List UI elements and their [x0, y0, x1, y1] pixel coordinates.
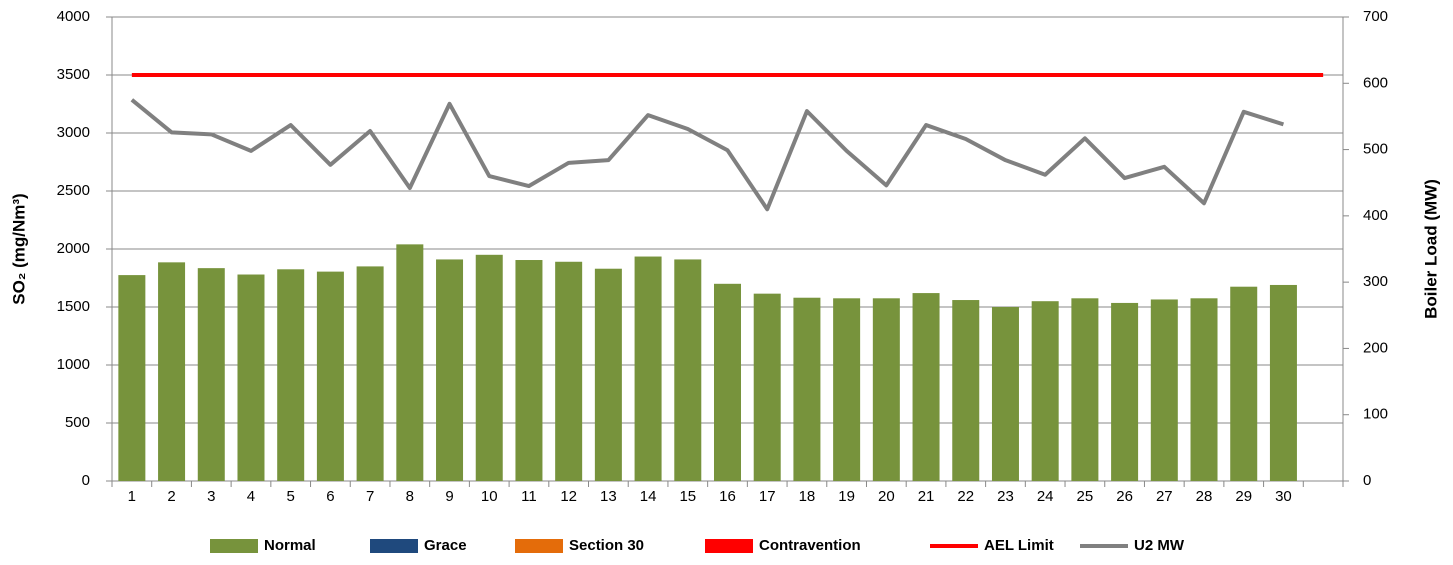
x-tick-label: 11 — [521, 488, 537, 505]
legend-swatch — [370, 539, 418, 553]
legend-label: Section 30 — [569, 537, 644, 554]
bar — [515, 260, 543, 481]
bar — [674, 259, 702, 481]
y2-tick-label: 100 — [1363, 406, 1388, 423]
bar — [952, 300, 980, 481]
y-tick-label: 2000 — [57, 240, 90, 257]
x-tick-label: 1 — [128, 488, 136, 505]
bar — [316, 271, 344, 481]
legend-label: U2 MW — [1134, 537, 1185, 554]
legend-label: Grace — [424, 537, 467, 554]
y2-tick-label: 700 — [1363, 8, 1388, 25]
bar — [1230, 286, 1258, 481]
y-tick-label: 3000 — [57, 124, 90, 141]
legend-swatch — [515, 539, 563, 553]
bar — [1071, 298, 1099, 481]
x-tick-label: 27 — [1156, 488, 1173, 505]
line — [130, 98, 1285, 212]
bar — [793, 297, 821, 481]
y-tick-label: 4000 — [57, 8, 90, 25]
bar — [1269, 284, 1297, 481]
y2-axis-title: Boiler Load (MW) — [1421, 179, 1440, 319]
bar — [912, 293, 940, 481]
x-tick-label: 26 — [1116, 488, 1133, 505]
x-tick-label: 17 — [759, 488, 776, 505]
bar — [753, 293, 781, 481]
bar — [1031, 301, 1059, 481]
x-tick-label: 18 — [799, 488, 816, 505]
x-tick-label: 14 — [640, 488, 657, 505]
y2-tick-label: 200 — [1363, 339, 1388, 356]
y2-tick-label: 300 — [1363, 273, 1388, 290]
bar — [356, 266, 384, 481]
bar — [436, 259, 464, 481]
bar — [158, 262, 186, 481]
bar — [991, 307, 1019, 481]
bar — [713, 283, 742, 481]
legend-label: Contravention — [759, 537, 861, 554]
x-tick-label: 2 — [167, 488, 175, 505]
y2-tick-label: 500 — [1363, 141, 1388, 158]
x-tick-label: 23 — [997, 488, 1014, 505]
x-tick-label: 24 — [1037, 488, 1054, 505]
y-tick-label: 0 — [82, 472, 90, 489]
x-tick-label: 30 — [1275, 488, 1292, 505]
x-tick-label: 29 — [1235, 488, 1252, 505]
x-tick-label: 7 — [366, 488, 374, 505]
x-tick-label: 13 — [600, 488, 617, 505]
bar — [1150, 299, 1178, 481]
bar — [1190, 298, 1218, 481]
x-tick-label: 8 — [406, 488, 414, 505]
bar — [396, 244, 424, 481]
y-tick-label: 2500 — [57, 182, 90, 199]
x-tick-label: 21 — [918, 488, 935, 505]
legend-label: Normal — [264, 537, 316, 554]
legend-label: AEL Limit — [984, 537, 1054, 554]
x-tick-label: 19 — [838, 488, 855, 505]
x-tick-label: 9 — [445, 488, 453, 505]
bar — [277, 269, 305, 481]
y-tick-label: 500 — [65, 414, 90, 431]
legend-swatch — [210, 539, 258, 553]
bar — [833, 298, 861, 481]
y-tick-label: 1000 — [57, 356, 90, 373]
bar — [555, 261, 583, 481]
x-tick-label: 20 — [878, 488, 895, 505]
legend-swatch — [705, 539, 753, 553]
y-axis-title: SO₂ (mg/Nm³) — [9, 193, 28, 304]
x-tick-label: 6 — [326, 488, 334, 505]
x-tick-label: 16 — [719, 488, 736, 505]
x-tick-label: 22 — [957, 488, 974, 505]
bar — [118, 275, 146, 481]
x-tick-label: 3 — [207, 488, 215, 505]
bar — [1111, 302, 1139, 481]
bar — [594, 268, 622, 481]
y2-tick-label: 0 — [1363, 472, 1371, 489]
bar — [475, 254, 503, 481]
x-tick-label: 5 — [287, 488, 295, 505]
bar — [197, 268, 225, 481]
y-tick-label: 1500 — [57, 298, 90, 315]
bar — [872, 298, 900, 481]
bar — [634, 256, 662, 481]
y2-tick-label: 600 — [1363, 74, 1388, 91]
x-tick-label: 12 — [560, 488, 577, 505]
bar — [237, 274, 265, 481]
x-tick-label: 28 — [1196, 488, 1213, 505]
x-tick-label: 15 — [679, 488, 696, 505]
y2-tick-label: 400 — [1363, 207, 1388, 224]
x-tick-label: 25 — [1077, 488, 1094, 505]
y-tick-label: 3500 — [57, 66, 90, 83]
x-tick-label: 4 — [247, 488, 255, 505]
x-tick-label: 10 — [481, 488, 498, 505]
